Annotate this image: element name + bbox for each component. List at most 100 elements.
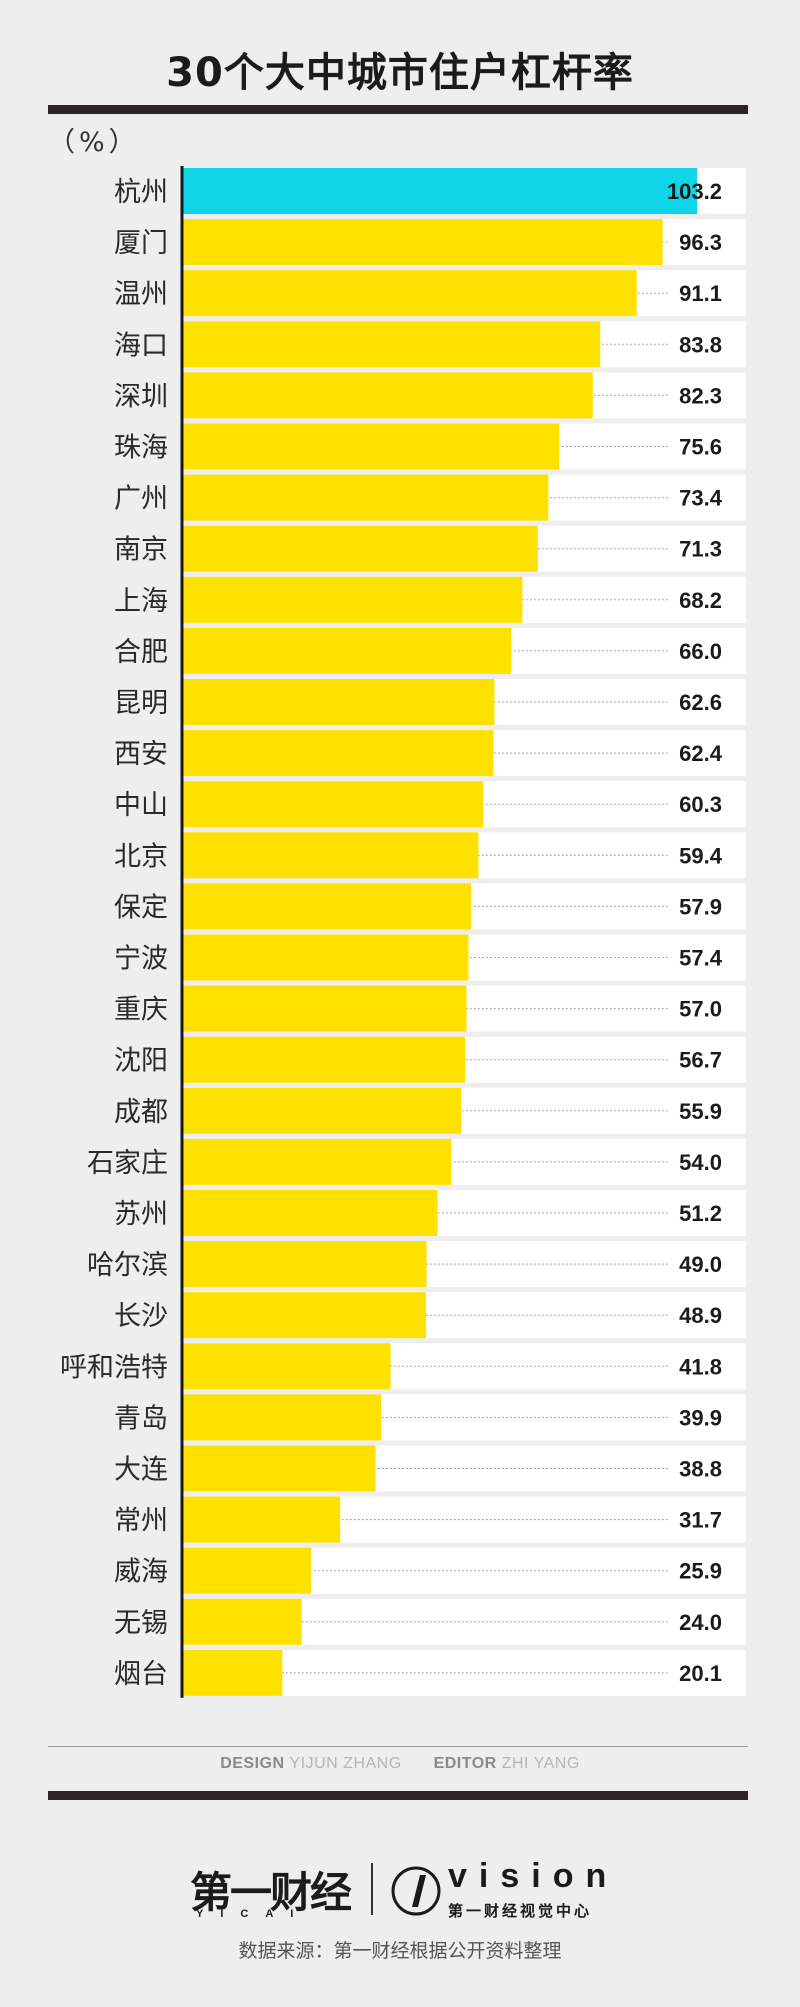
value-label: 68.2 — [679, 588, 722, 613]
value-label: 54.0 — [679, 1150, 722, 1175]
bar — [182, 219, 663, 266]
category-label: 无锡 — [114, 1608, 168, 1639]
logo-area: 第一财经 YICAI vision 第一财经视觉中心 — [0, 1855, 800, 1925]
bar — [182, 1138, 452, 1185]
value-label: 82.3 — [679, 383, 722, 408]
editor-label: EDITOR — [433, 1755, 497, 1772]
yicai-romanized: YICAI — [196, 1908, 311, 1920]
vision-wordmark: vision — [448, 1857, 619, 1895]
value-label: 25.9 — [679, 1559, 722, 1584]
bar — [182, 168, 698, 214]
value-label: 24.0 — [679, 1610, 722, 1635]
value-label: 71.3 — [679, 537, 722, 562]
value-label: 41.8 — [679, 1354, 722, 1379]
design-name: YIJUN ZHANG — [289, 1755, 402, 1772]
category-label: 常州 — [114, 1506, 168, 1537]
category-label: 南京 — [114, 535, 168, 566]
value-label: 59.4 — [679, 843, 723, 868]
category-label: 海口 — [114, 330, 168, 361]
value-label: 55.9 — [679, 1099, 722, 1124]
value-label: 96.3 — [679, 230, 722, 255]
bar — [182, 270, 637, 317]
bar — [182, 474, 549, 521]
value-label: 62.6 — [679, 690, 722, 715]
design-label: DESIGN — [220, 1755, 285, 1772]
category-label: 昆明 — [114, 688, 168, 719]
category-label: 重庆 — [114, 995, 168, 1026]
bar — [182, 1394, 382, 1441]
category-label: 杭州 — [114, 177, 168, 208]
category-label: 沈阳 — [114, 1046, 168, 1077]
bar — [182, 576, 523, 623]
bar — [182, 1036, 465, 1083]
category-label: 烟台 — [114, 1659, 168, 1690]
value-label: 38.8 — [679, 1457, 722, 1482]
category-label: 长沙 — [114, 1301, 168, 1332]
category-label: 哈尔滨 — [87, 1250, 168, 1281]
bar — [182, 321, 601, 368]
logo-separator — [371, 1863, 373, 1915]
value-label: 57.9 — [679, 894, 722, 919]
category-label: 威海 — [114, 1557, 168, 1588]
chart-title: 30个大中城市住户杠杆率 — [166, 50, 634, 96]
value-label: 20.1 — [679, 1661, 722, 1686]
value-label: 83.8 — [679, 332, 722, 357]
value-label: 91.1 — [679, 281, 722, 306]
category-label: 西安 — [114, 739, 168, 770]
unit-label: （%） — [48, 127, 140, 158]
editor-name: ZHI YANG — [501, 1755, 580, 1772]
category-label: 成都 — [114, 1097, 168, 1128]
value-label: 75.6 — [679, 435, 722, 460]
bar — [182, 679, 495, 725]
vision-mark-icon — [391, 1866, 441, 1916]
category-label: 合肥 — [114, 637, 168, 668]
bar — [182, 832, 479, 879]
category-label: 上海 — [114, 586, 168, 617]
bar — [182, 1445, 376, 1492]
vision-center-label: 第一财经视觉中心 — [448, 1902, 593, 1920]
value-label: 31.7 — [679, 1508, 722, 1533]
category-label: 呼和浩特 — [60, 1352, 168, 1383]
value-label: 57.4 — [679, 946, 723, 971]
credits-divider — [48, 1746, 748, 1747]
category-label: 北京 — [114, 841, 168, 872]
category-label: 温州 — [114, 279, 168, 310]
bar — [182, 934, 469, 981]
bar — [182, 1087, 462, 1134]
category-label: 珠海 — [114, 433, 168, 464]
data-source: 数据来源：第一财经根据公开资料整理 — [238, 1940, 562, 1962]
yicai-logo: 第一财经 — [190, 1868, 352, 1917]
category-label: 保定 — [114, 892, 168, 923]
category-label: 厦门 — [114, 228, 168, 259]
bar-chart: 杭州 103.2 厦门 96.3 温州 91.1 海口 83.8 深圳 82.3 珠海 75.6 广州 7… — [60, 166, 746, 1698]
value-label: 103.2 — [667, 179, 722, 204]
category-label: 苏州 — [114, 1199, 168, 1230]
bar — [182, 1496, 341, 1543]
value-label: 39.9 — [679, 1405, 722, 1430]
footer-divider — [48, 1791, 748, 1800]
category-label: 大连 — [114, 1455, 168, 1486]
bar — [182, 985, 467, 1032]
value-label: 51.2 — [679, 1201, 722, 1226]
bar — [182, 423, 560, 470]
bar — [182, 781, 483, 828]
category-label: 广州 — [114, 484, 168, 515]
bar — [182, 1343, 391, 1390]
bar — [182, 730, 494, 777]
bar — [182, 1190, 438, 1236]
value-label: 73.4 — [679, 486, 723, 511]
bar — [182, 1241, 427, 1288]
bar — [182, 525, 538, 572]
category-label: 中山 — [114, 790, 168, 821]
bar — [182, 1292, 427, 1339]
value-label: 66.0 — [679, 639, 722, 664]
value-label: 48.9 — [679, 1303, 722, 1328]
category-label: 深圳 — [114, 381, 168, 412]
value-label: 62.4 — [679, 741, 723, 766]
title-divider — [48, 105, 748, 114]
bar — [182, 1598, 302, 1645]
credits-line: DESIGN YIJUN ZHANG EDITOR ZHI YANG — [0, 1755, 800, 1773]
bar — [182, 372, 593, 419]
bar — [182, 1649, 283, 1696]
category-label: 石家庄 — [87, 1148, 168, 1179]
